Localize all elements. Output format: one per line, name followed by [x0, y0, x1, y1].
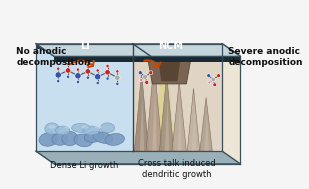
Circle shape [66, 75, 70, 78]
Ellipse shape [52, 134, 68, 145]
Ellipse shape [56, 126, 70, 135]
Ellipse shape [65, 125, 72, 129]
Circle shape [105, 70, 110, 75]
Circle shape [96, 81, 99, 85]
Polygon shape [192, 107, 196, 151]
Ellipse shape [83, 126, 100, 135]
Circle shape [106, 77, 109, 80]
Text: Dense Li growth: Dense Li growth [50, 161, 118, 170]
Polygon shape [146, 61, 162, 151]
Polygon shape [159, 75, 174, 151]
Circle shape [95, 74, 101, 80]
Ellipse shape [62, 131, 78, 146]
Circle shape [76, 81, 79, 84]
Circle shape [138, 71, 142, 75]
Polygon shape [140, 96, 144, 151]
Text: Li: Li [80, 41, 90, 51]
Circle shape [96, 69, 99, 72]
Polygon shape [187, 88, 200, 151]
Polygon shape [36, 44, 240, 56]
Polygon shape [200, 97, 212, 151]
Text: Severe anodic
decomposition: Severe anodic decomposition [228, 47, 303, 67]
Circle shape [149, 71, 153, 75]
Circle shape [86, 76, 89, 79]
Polygon shape [222, 44, 240, 164]
Ellipse shape [105, 134, 125, 145]
Circle shape [207, 74, 210, 77]
Ellipse shape [45, 123, 59, 135]
Polygon shape [172, 81, 186, 151]
Polygon shape [36, 44, 222, 49]
Circle shape [143, 74, 148, 79]
Polygon shape [146, 49, 193, 84]
Polygon shape [54, 56, 240, 61]
Circle shape [116, 82, 119, 86]
Circle shape [106, 64, 109, 68]
Text: Cross talk induced
dendritic growth: Cross talk induced dendritic growth [138, 159, 215, 179]
Polygon shape [36, 44, 133, 151]
Circle shape [217, 74, 221, 77]
Ellipse shape [74, 134, 93, 147]
Circle shape [139, 78, 143, 82]
Circle shape [57, 80, 60, 83]
Circle shape [145, 80, 149, 84]
Circle shape [75, 73, 81, 79]
Polygon shape [134, 72, 149, 151]
Polygon shape [157, 49, 182, 81]
Text: No anodic
decomposition: No anodic decomposition [16, 47, 91, 67]
Text: NCM: NCM [158, 41, 183, 51]
Circle shape [66, 68, 71, 73]
Ellipse shape [93, 132, 113, 143]
Circle shape [208, 81, 211, 84]
Circle shape [115, 75, 120, 80]
Circle shape [55, 72, 61, 78]
Circle shape [211, 77, 215, 82]
Circle shape [57, 67, 60, 70]
Ellipse shape [82, 125, 89, 129]
Polygon shape [36, 44, 240, 56]
Polygon shape [154, 72, 175, 151]
Ellipse shape [49, 125, 56, 129]
Polygon shape [36, 151, 240, 164]
Polygon shape [152, 88, 157, 151]
Ellipse shape [84, 131, 104, 142]
Circle shape [76, 68, 79, 71]
Ellipse shape [100, 123, 115, 133]
Ellipse shape [95, 125, 102, 129]
Polygon shape [133, 44, 222, 151]
Ellipse shape [39, 133, 58, 146]
Circle shape [86, 64, 89, 67]
Ellipse shape [72, 123, 90, 132]
Polygon shape [177, 102, 182, 151]
Polygon shape [165, 98, 169, 151]
Polygon shape [204, 113, 209, 151]
Circle shape [66, 63, 70, 66]
Circle shape [85, 69, 91, 74]
Circle shape [116, 70, 119, 73]
Circle shape [213, 83, 217, 87]
